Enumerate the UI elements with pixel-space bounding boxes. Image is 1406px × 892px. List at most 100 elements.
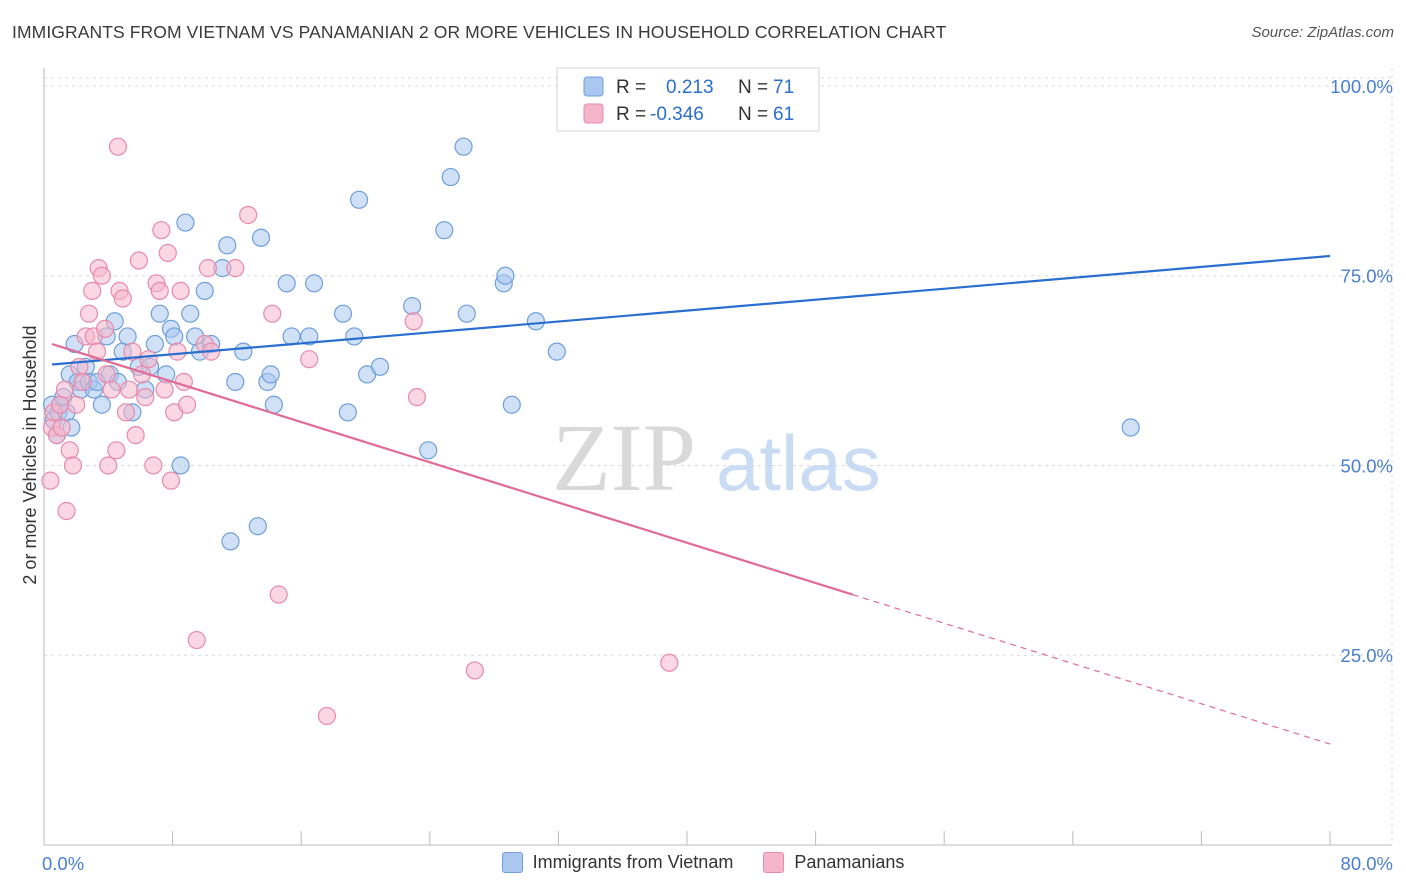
legend-r-label-1: R = (616, 77, 646, 98)
panamanians-point-58 (407, 388, 427, 407)
source-credit: Source: ZipAtlas.com (1251, 24, 1394, 41)
panamanians-point-61 (108, 137, 128, 156)
panamanians-point-26 (113, 289, 132, 308)
vietnam-point-16 (92, 395, 111, 414)
panamanians-point-30 (126, 426, 145, 445)
vietnam-point-34 (181, 304, 200, 323)
vietnam-point-59 (403, 296, 422, 316)
vietnam-point-63 (454, 137, 473, 156)
panamanians-point-53 (263, 304, 282, 323)
vietnam-point-49 (277, 274, 296, 293)
vietnam-point-62 (441, 167, 460, 187)
vietnam-point-44 (248, 517, 267, 536)
panamanians-point-23 (102, 380, 121, 399)
trend-line-panamanians-extension (852, 594, 1331, 745)
panamanians-point-6 (55, 380, 74, 399)
legend-n-label-1: N = (738, 77, 768, 98)
vietnam-point-22 (118, 327, 137, 346)
panamanians-point-44 (171, 281, 190, 300)
panamanians-point-49 (198, 259, 218, 278)
legend-r-value-1: 0.213 (666, 77, 714, 98)
panamanians-point-34 (139, 350, 158, 369)
panamanians-point-4 (50, 395, 70, 414)
panamanians-point-39 (155, 380, 174, 399)
vietnam-point-41 (221, 532, 240, 551)
watermark-zip: ZIP (552, 404, 696, 511)
legend-blue-swatch (583, 76, 604, 97)
panamanians-point-0 (41, 471, 60, 490)
trend-line-panamanians (51, 342, 853, 596)
panamanians-point-29 (123, 342, 142, 361)
vietnam-point-37 (195, 281, 214, 300)
legend-stats: R = 0.213 N = 71 R = -0.346 N = 61 (556, 67, 820, 132)
panamanians-point-12 (73, 372, 92, 392)
vietnam-point-33 (176, 213, 195, 232)
legend-label-panamanians: Panamanians (794, 852, 905, 872)
panamanians-point-59 (465, 661, 484, 680)
panamanians-point-46 (177, 395, 197, 414)
y-tick-label-25: 25.0% (1341, 645, 1393, 666)
vietnam-point-61 (435, 221, 454, 240)
vietnam-point-70 (1121, 418, 1140, 437)
trend-line-vietnam (51, 254, 1331, 366)
vietnam-point-60 (419, 441, 438, 460)
panamanians-point-35 (144, 456, 163, 475)
legend-series: Immigrants from Vietnam Panamanians (0, 852, 1406, 873)
panamanians-point-15 (83, 281, 102, 300)
panamanians-point-14 (79, 304, 99, 323)
chart-title: IMMIGRANTS FROM VIETNAM VS PANAMANIAN 2 … (12, 22, 947, 42)
panamanians-point-24 (107, 441, 126, 460)
legend-label-vietnam: Immigrants from Vietnam (532, 852, 734, 872)
vietnam-point-47 (261, 365, 280, 384)
vietnam-point-32 (171, 456, 190, 475)
panamanians-point-28 (120, 380, 139, 399)
vietnam-point-31 (165, 327, 184, 346)
legend-swatch-panamanians (763, 852, 785, 873)
panamanians-point-20 (95, 319, 115, 338)
vietnam-point-67 (502, 395, 521, 414)
panamanians-point-19 (92, 266, 111, 285)
panamanians-point-60 (660, 653, 679, 672)
panamanians-point-9 (63, 456, 83, 475)
panamanians-point-47 (187, 630, 206, 650)
x-tick-label-max: 80.0% (1341, 853, 1393, 874)
legend-swatch-vietnam (501, 852, 523, 873)
panamanians-point-27 (116, 403, 136, 422)
panamanians-point-8 (60, 441, 79, 460)
vietnam-point-64 (457, 304, 476, 323)
panamanians-point-31 (129, 251, 148, 270)
vietnam-point-50 (282, 327, 301, 346)
panamanians-point-43 (168, 342, 187, 361)
vietnam-point-69 (547, 342, 566, 361)
vietnam-point-54 (338, 403, 357, 422)
vietnam-point-56 (349, 190, 369, 209)
panamanians-point-10 (67, 395, 86, 414)
legend-r-value-2: -0.346 (650, 104, 704, 125)
panamanians-point-33 (136, 388, 155, 407)
vietnam-point-45 (251, 228, 271, 247)
panamanians-point-7 (57, 501, 76, 521)
panamanians-point-40 (158, 243, 177, 263)
panamanians-point-57 (404, 312, 423, 331)
vietnam-point-68 (526, 312, 545, 331)
vietnam-point-58 (370, 357, 390, 376)
x-tick-labels: 0.0% 80.0% (42, 853, 1393, 874)
y-tick-label-50: 50.0% (1341, 455, 1393, 476)
legend-item-panamanians[interactable]: Panamanians (763, 852, 904, 873)
x-tick-label-min: 0.0% (42, 853, 84, 874)
panamanians-point-41 (161, 471, 181, 490)
vietnam-point-42 (226, 372, 245, 392)
legend-n-value-2: 61 (773, 104, 794, 125)
panamanians-point-22 (99, 456, 118, 475)
panamanians-point-52 (239, 205, 258, 225)
panamanians-point-55 (300, 350, 319, 369)
vietnam-point-55 (345, 327, 364, 346)
legend-n-label-2: N = (738, 104, 768, 125)
panamanians-point-51 (226, 259, 245, 278)
axes (43, 68, 1392, 846)
panamanians-point-21 (97, 365, 116, 384)
legend-pink-swatch (583, 103, 604, 124)
legend-item-vietnam[interactable]: Immigrants from Vietnam (501, 852, 734, 873)
panamanians-point-38 (152, 221, 171, 240)
